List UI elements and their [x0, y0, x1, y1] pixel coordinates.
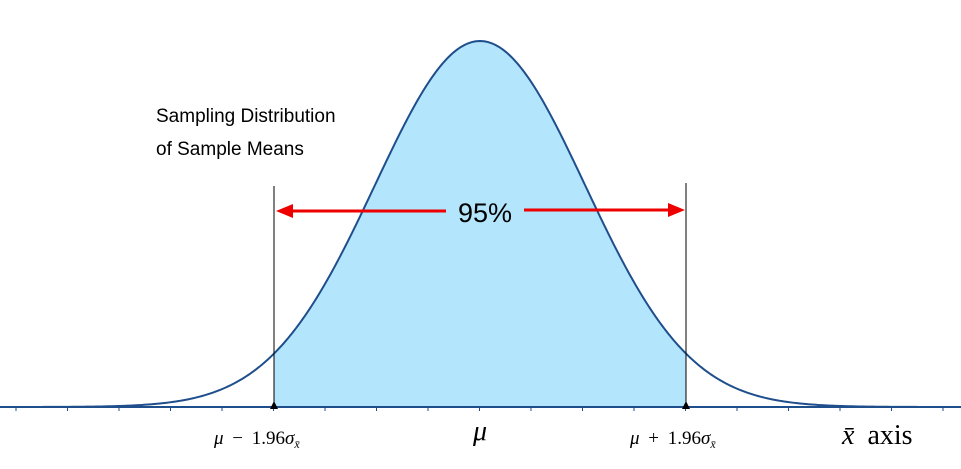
shaded-95-percent-area	[274, 41, 686, 407]
mean-label: μ	[472, 416, 487, 447]
left-arrow-head	[276, 204, 293, 218]
percent-label: 95%	[458, 198, 512, 228]
description-line-1: Sampling Distribution	[156, 106, 336, 127]
upper-bound-marker	[682, 401, 690, 409]
bell-curve	[0, 39, 960, 408]
axis-label: x̄ axis	[841, 420, 913, 451]
right-arrow-head	[668, 203, 685, 217]
lower-bound-marker	[270, 401, 278, 409]
lower-bound-label: μ − 1.96σx̄	[213, 428, 300, 451]
description-line-2: of Sample Means	[156, 139, 304, 160]
upper-bound-label: μ + 1.96σx̄	[629, 428, 716, 451]
